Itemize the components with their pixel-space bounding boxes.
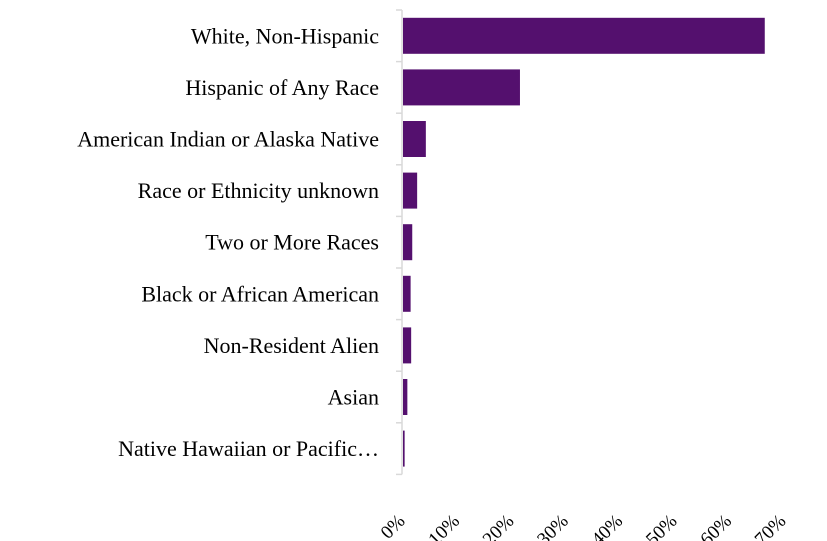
category-label: Hispanic of Any Race xyxy=(185,75,379,100)
category-label: Two or More Races xyxy=(205,230,379,255)
category-label: Black or African American xyxy=(141,281,379,306)
category-label: American Indian or Alaska Native xyxy=(77,127,379,152)
bar xyxy=(403,121,426,157)
bar xyxy=(403,430,405,467)
x-tick-label: 20% xyxy=(479,511,519,541)
bar xyxy=(403,224,413,261)
category-labels: White, Non-Hispanic Hispanic of Any Race A… xyxy=(77,23,379,461)
bar xyxy=(403,17,765,54)
bar xyxy=(403,379,408,415)
x-tick-label: 60% xyxy=(696,511,736,541)
category-label: White, Non-Hispanic xyxy=(191,23,379,48)
x-tick-labels: 0% 10% 20% 30% 40% 50% 60% 70% xyxy=(377,511,791,541)
category-label: Asian xyxy=(328,385,379,410)
x-tick-label: 70% xyxy=(751,511,791,541)
x-tick-label: 30% xyxy=(533,511,573,541)
bar xyxy=(403,69,520,106)
category-label: Native Hawaiian or Pacific… xyxy=(118,436,379,461)
x-tick-label: 50% xyxy=(642,511,682,541)
x-tick-label: 40% xyxy=(588,511,628,541)
bar xyxy=(403,327,412,364)
category-label: Non-Resident Alien xyxy=(204,333,379,358)
bar xyxy=(403,172,418,209)
bars xyxy=(403,17,765,467)
category-label: Race or Ethnicity unknown xyxy=(138,178,379,203)
bar xyxy=(403,275,411,312)
y-axis-ticks xyxy=(396,9,402,476)
x-tick-label: 10% xyxy=(424,511,464,541)
x-tick-label: 0% xyxy=(377,511,410,541)
